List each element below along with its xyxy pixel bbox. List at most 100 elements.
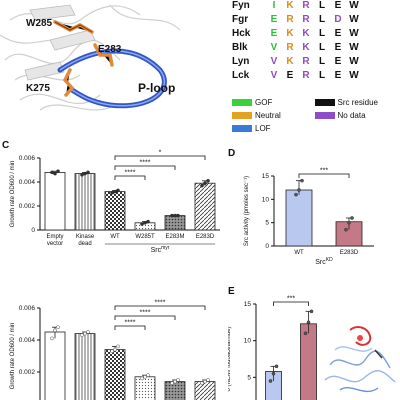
data-point (50, 170, 54, 175)
residue: L (318, 55, 326, 67)
data-point (116, 188, 120, 193)
significance-label: **** (140, 160, 151, 167)
bar (285, 189, 313, 247)
significance-bracket (114, 315, 176, 320)
legend-item: No data (314, 109, 398, 121)
data-point (146, 219, 150, 224)
bar (104, 349, 126, 400)
residue: W (349, 69, 359, 81)
data-point (170, 381, 174, 385)
legend-item: LOF (232, 122, 315, 134)
y-tick-label: 0.002 (19, 203, 36, 210)
data-point (306, 320, 311, 325)
data-point (173, 213, 177, 218)
data-point (116, 344, 120, 349)
x-tick-label: dead (78, 241, 91, 247)
data-point (113, 189, 117, 194)
significance-label: **** (155, 300, 166, 307)
y-tick-label: 5 (247, 374, 251, 381)
label-k275: K275 (26, 83, 50, 94)
x-tick-label: W285T (135, 234, 155, 240)
sequence-alignment: Fyn I K R L E W Fgr E R R L D W Hck E K K L E W Blk V R K L E W Lyn V… (232, 0, 362, 82)
label-e283: E283 (98, 44, 122, 55)
group-label: Srcmyr (151, 245, 170, 254)
legend-swatch (232, 111, 252, 119)
group-label-superscript: KD (326, 257, 333, 263)
data-point (300, 178, 304, 183)
data-point (203, 379, 207, 384)
residue: R (302, 69, 310, 81)
data-point (206, 378, 210, 382)
data-point (173, 379, 177, 384)
kinase-name: Hck (232, 27, 251, 39)
significance-label: *** (287, 296, 295, 303)
residue: D (334, 13, 342, 25)
significance-bracket (114, 305, 206, 310)
x-tick-label: E283D (196, 234, 215, 240)
x-tick-label: Kinase (76, 234, 95, 240)
data-point (200, 381, 204, 385)
data-point (56, 325, 60, 330)
nem-ratio-chart: 51015o (NEM/ Iodoacetamide)***ns (228, 296, 317, 400)
significance-bracket (298, 173, 350, 178)
significance-label: **** (125, 320, 136, 327)
residue: K (302, 27, 310, 39)
residue: E (334, 0, 342, 11)
data-point (80, 173, 84, 177)
kinase-name: Blk (232, 41, 248, 53)
bar (104, 191, 126, 231)
bar (134, 376, 156, 400)
kinase-name: Fgr (232, 13, 249, 25)
kinase-name: Lyn (232, 55, 250, 67)
residue: K (302, 41, 310, 53)
data-point (271, 371, 276, 376)
bar (74, 173, 96, 231)
alignment-row: Fyn I K R L E W (232, 0, 362, 12)
legend-label: Src residue (337, 97, 378, 107)
y-tick-label: 10 (244, 338, 252, 345)
data-point (176, 378, 180, 382)
residue: R (302, 55, 310, 67)
residue: E (334, 69, 342, 81)
data-point (110, 191, 114, 195)
residue: W (349, 13, 359, 25)
residue: W (349, 0, 359, 11)
bar (194, 182, 216, 231)
x-tick-label: Empty (46, 234, 63, 240)
bar (44, 172, 66, 231)
legend-item: Neutral (232, 109, 315, 121)
alignment-row: Fgr E R R L D W (232, 12, 362, 26)
y-tick-label: 0 (31, 227, 35, 234)
legend-label: No data (337, 110, 366, 120)
data-point (344, 227, 348, 232)
x-tick-label: WT (110, 234, 120, 240)
data-point (170, 213, 174, 218)
y-tick-label: 0.004 (19, 179, 36, 186)
legend-swatch (232, 98, 252, 106)
residue: L (318, 41, 326, 53)
bar (164, 381, 186, 400)
legend-swatch (232, 124, 252, 132)
y-tick-label: 0 (265, 243, 269, 250)
significance-label: **** (125, 170, 136, 177)
data-point (86, 330, 90, 334)
residue: E (270, 13, 278, 25)
residue: R (286, 13, 294, 25)
kinase-name: Lck (232, 69, 250, 81)
bar (74, 333, 96, 400)
significance-label: **** (140, 310, 151, 317)
residue: W (349, 41, 359, 53)
residue: K (286, 27, 294, 39)
data-point (56, 169, 60, 174)
group-label: SrcKD (315, 257, 333, 266)
data-point (83, 171, 87, 176)
residue: E (270, 27, 278, 39)
residue: E (334, 55, 342, 67)
data-point (303, 331, 308, 336)
data-point (80, 333, 84, 338)
data-point (309, 309, 314, 314)
residue: K (286, 55, 294, 67)
data-point (274, 364, 279, 369)
bar (164, 215, 186, 231)
